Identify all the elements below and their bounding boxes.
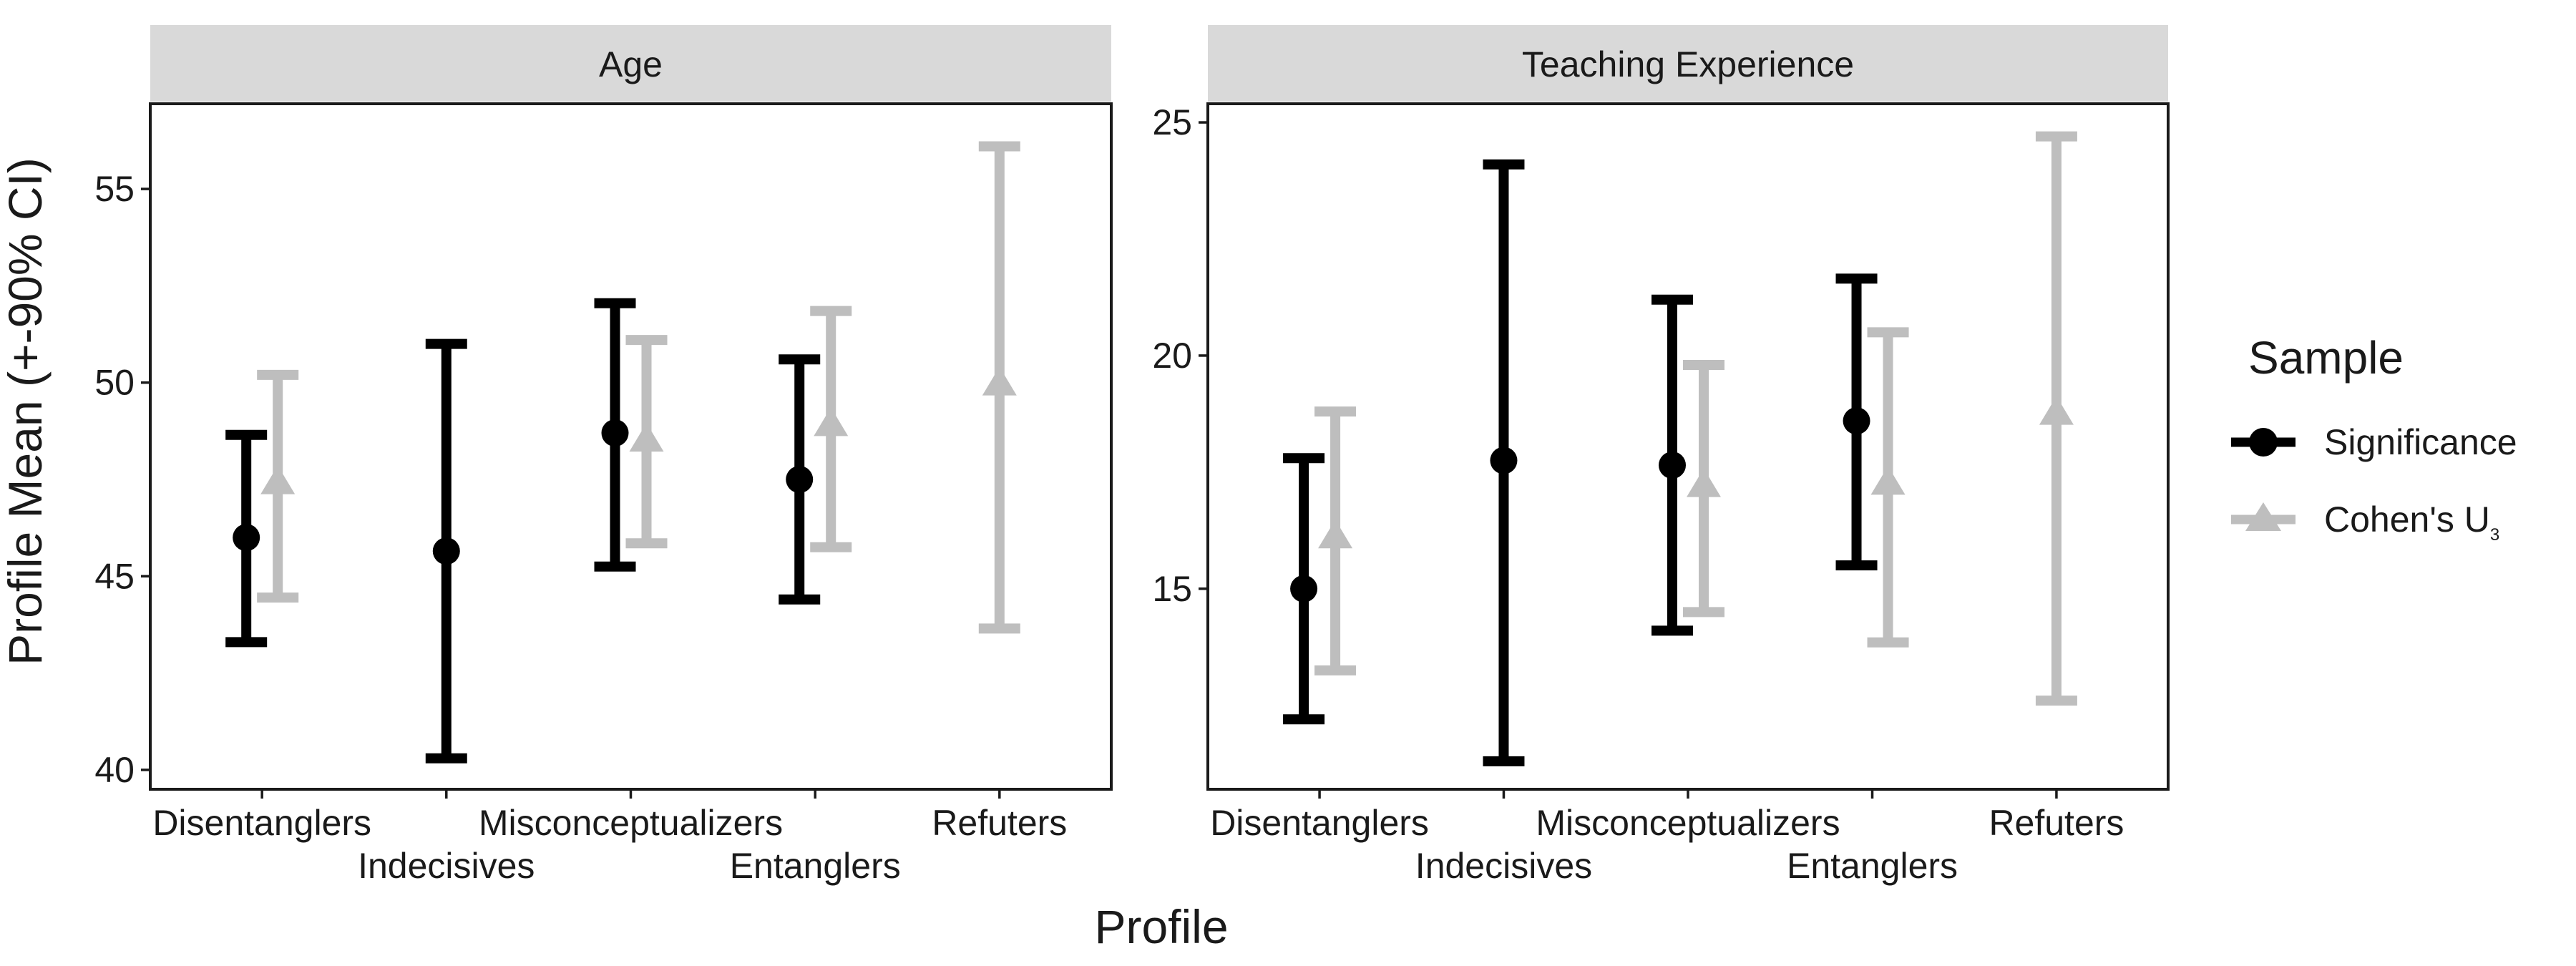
panel-border [149, 102, 1113, 791]
x-tick-label: Refuters [932, 803, 1067, 843]
panel-1: Teaching Experience 15 20 25 DisentanglersIn… [1152, 25, 2170, 886]
x-axis-title: Profile [1094, 900, 1228, 953]
facet-strip [150, 25, 1111, 102]
legend-key-marker [2245, 502, 2281, 531]
y-tick-label: 15 [1152, 569, 1192, 609]
x-tick-label: Disentanglers [1210, 803, 1429, 843]
y-tick-label: 45 [94, 556, 135, 596]
series-significance [225, 298, 821, 763]
mean-point [260, 465, 296, 494]
mean-point [601, 419, 629, 447]
facet-strip-label: Teaching Experience [1522, 44, 1854, 84]
mean-point [1490, 447, 1518, 474]
mean-point [1318, 519, 1353, 549]
mean-point [2039, 396, 2074, 425]
series-cohens_u3 [257, 141, 1020, 634]
x-tick-label: Indecisives [1415, 846, 1592, 886]
mean-point [1659, 452, 1686, 479]
mean-point [1870, 466, 1906, 495]
panels-group: Age40455055DisentanglersIndecisivesMisco… [94, 25, 2170, 886]
facet-strip [1208, 25, 2168, 102]
mean-point [233, 524, 260, 552]
y-tick-label: 50 [94, 363, 135, 403]
y-axis-title: Profile Mean (+-90% CI) [0, 157, 52, 665]
x-tick-label: Indecisives [358, 846, 535, 886]
legend-key-marker [2249, 428, 2278, 457]
y-tick-label: 20 [1152, 336, 1192, 376]
series-significance [1283, 159, 1878, 766]
legend: Sample Significance Cohen's U3 [2231, 332, 2517, 545]
facet-strip-label: Age [599, 44, 663, 84]
legend-label: Cohen's U3 [2324, 499, 2499, 545]
x-tick-label: Entanglers [730, 846, 901, 886]
x-tick-label: Entanglers [1787, 846, 1958, 886]
x-tick-label: Misconceptualizers [1536, 803, 1840, 843]
legend-entry-significance: Significance [2231, 422, 2517, 462]
y-tick-label: 40 [94, 750, 135, 790]
mean-point [1843, 407, 1870, 435]
mean-point [629, 423, 664, 452]
mean-point [432, 537, 460, 565]
y-tick-label: 55 [94, 169, 135, 209]
y-tick-label: 25 [1152, 102, 1192, 142]
x-tick-label: Refuters [1989, 803, 2124, 843]
mean-point [786, 466, 814, 494]
mean-point [1687, 468, 1721, 497]
mean-point [1290, 575, 1318, 602]
x-tick-label: Disentanglers [152, 803, 371, 843]
legend-entry-cohens_u3: Cohen's U3 [2231, 499, 2499, 545]
legend-label: Significance [2324, 422, 2517, 462]
x-tick-label: Misconceptualizers [479, 803, 783, 843]
series-cohens_u3 [1314, 131, 2077, 706]
panel-0: Age 40 45 50 55 DisentanglersIndecisivesMisco… [94, 25, 1113, 886]
legend-title: Sample [2248, 332, 2404, 384]
mean-point [982, 366, 1017, 396]
panel-border [1206, 102, 2170, 791]
mean-point [814, 407, 849, 436]
